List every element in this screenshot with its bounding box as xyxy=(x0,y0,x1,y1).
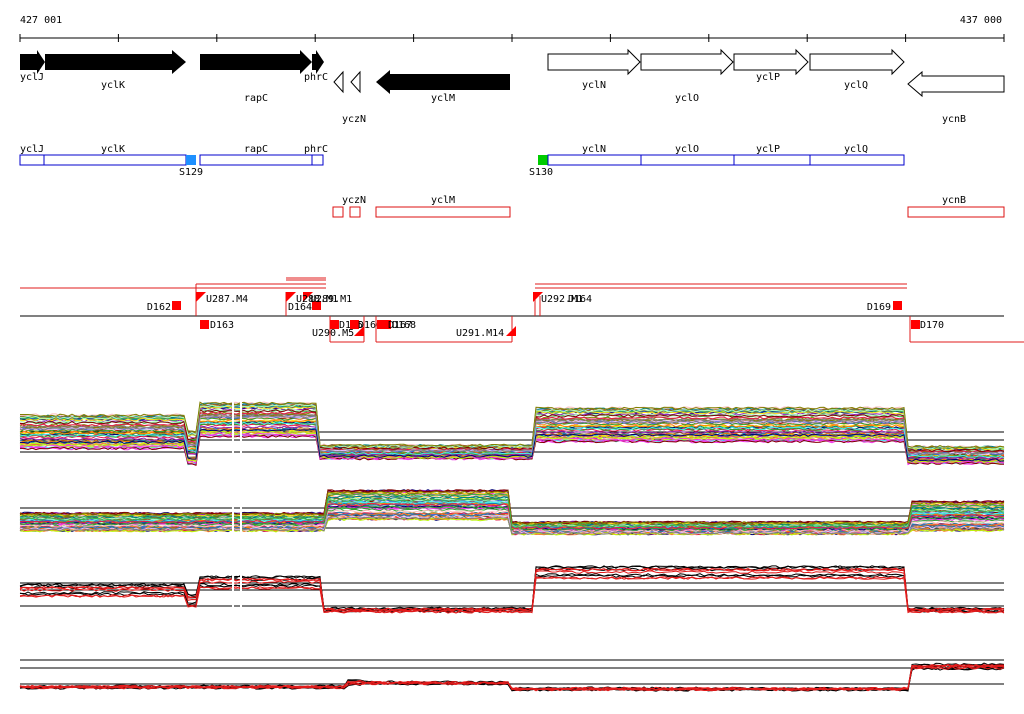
segment-label-D163: D163 xyxy=(210,320,234,331)
segment-flag-U290[interactable] xyxy=(354,326,364,336)
antisense-box-ycnB[interactable] xyxy=(907,206,1005,218)
antisense-label-yczN: yczN xyxy=(342,195,366,206)
gene-label-yclP: yclP xyxy=(756,72,780,83)
segment-flag-U288[interactable] xyxy=(286,292,296,302)
sense-label-yclN: yclN xyxy=(582,144,606,155)
segment-label-D164: D164 xyxy=(288,302,312,313)
segment-marker-D163[interactable] xyxy=(200,320,209,329)
sense-label-yclK: yclK xyxy=(101,144,125,155)
gene-label-yczN: yczN xyxy=(342,114,366,125)
antisense-transcript-track: yczN yclM ycnB xyxy=(332,195,1005,218)
ruler-end-label: 437 000 xyxy=(960,15,1002,26)
gene-arrow-yclP[interactable] xyxy=(733,48,809,76)
gene-arrow-yclQ[interactable] xyxy=(809,48,905,76)
gene-arrow-rapC[interactable] xyxy=(200,50,312,74)
gene-label-yclM: yclM xyxy=(431,93,455,104)
gene-label-yclO: yclO xyxy=(675,93,699,104)
gene-label-ycnB: ycnB xyxy=(942,114,966,125)
segment-label-U287: U287.M4 xyxy=(206,294,248,305)
gene-arrow-ycnB[interactable] xyxy=(907,70,1005,98)
sense-transcript-track: yclJ yclK rapC phrC yclN yclO yclP yclQ … xyxy=(19,144,905,178)
sense-box-yclN[interactable] xyxy=(547,154,642,166)
segment-label-U289: U289.M1 xyxy=(310,294,352,305)
segmentation-track: D162 U287.M4 D164 U288.M1 U289.M1 U292.M… xyxy=(20,277,1024,343)
gene-label-rapC: rapC xyxy=(244,93,268,104)
segment-marker-D164[interactable] xyxy=(312,301,321,310)
segment-label-D166: D166 xyxy=(358,320,382,331)
gene-arrow-phrC[interactable] xyxy=(312,50,324,74)
sense-box-yclP[interactable] xyxy=(733,154,811,166)
expression-panel-antisense-all[interactable] xyxy=(19,473,1005,543)
segment-marker-D162[interactable] xyxy=(172,301,181,310)
segment-label-D169: D169 xyxy=(867,302,891,313)
segment-flag-U287[interactable] xyxy=(196,292,206,302)
sense-box-yclQ[interactable] xyxy=(809,154,905,166)
coordinate-ruler: 427 001 437 000 xyxy=(19,15,1005,42)
segment-marker-D170[interactable] xyxy=(911,320,920,329)
ruler-start-label: 427 001 xyxy=(20,15,62,26)
gene-arrow-yclM[interactable] xyxy=(376,70,510,94)
segment-flag-U291[interactable] xyxy=(506,326,516,336)
segment-label-D164b: D164 xyxy=(568,294,592,305)
promoter-S129-marker[interactable] xyxy=(186,155,196,165)
sense-label-yclJ: yclJ xyxy=(20,144,44,155)
sense-box-yclK[interactable] xyxy=(43,154,187,166)
segment-label-U290: U290.M5 xyxy=(312,328,354,339)
gene-arrow-yclO[interactable] xyxy=(640,48,734,76)
segment-label-D170: D170 xyxy=(920,320,944,331)
sense-box-yclO[interactable] xyxy=(640,154,735,166)
gene-arrow-yclN[interactable] xyxy=(547,48,641,76)
gene-label-yclJ: yclJ xyxy=(20,72,44,83)
segment-marker-D169[interactable] xyxy=(893,301,902,310)
segment-label-U292: U292.M1 xyxy=(541,294,583,305)
segment-label-U288: U288.M1 xyxy=(296,294,338,305)
gene-label-yclK: yclK xyxy=(101,80,125,91)
expression-panels xyxy=(19,397,1005,692)
segment-label-D162: D162 xyxy=(147,302,171,313)
segment-marker-D165[interactable] xyxy=(330,320,339,329)
segment-flag-U289[interactable] xyxy=(303,292,313,302)
sense-label-phrC: phrC xyxy=(304,144,328,155)
expression-panel-sense-all[interactable] xyxy=(19,397,1005,467)
sense-box-yclJ[interactable] xyxy=(19,154,45,166)
gene-label-phrC: phrC xyxy=(304,72,328,83)
sense-box-phrC[interactable] xyxy=(311,154,324,166)
segment-label-U291: U291.M14 xyxy=(456,328,504,339)
segment-marker-D167[interactable] xyxy=(377,320,391,329)
segment-label-D168: D168 xyxy=(392,320,416,331)
antisense-box-yczN-2[interactable] xyxy=(349,206,361,218)
sense-label-yclO: yclO xyxy=(675,144,699,155)
sense-label-rapC: rapC xyxy=(244,144,268,155)
gene-arrow-yczN-2[interactable] xyxy=(350,70,361,94)
expression-panel-sense-tiling[interactable] xyxy=(19,548,1005,618)
gene-arrow-yczN-1[interactable] xyxy=(333,70,344,94)
segment-marker-D166[interactable] xyxy=(350,320,359,329)
antisense-label-ycnB: ycnB xyxy=(942,195,966,206)
expression-panel-antisense-tiling[interactable] xyxy=(19,659,1005,692)
gene-label-yclQ: yclQ xyxy=(844,80,868,91)
segment-flag-U292[interactable] xyxy=(533,292,543,302)
gene-arrows-track: yclJ yclK rapC phrC yczN yclM yclN yclO … xyxy=(20,48,1005,125)
gene-arrow-yclK[interactable] xyxy=(45,50,186,74)
gene-arrow-yclJ[interactable] xyxy=(20,50,45,74)
gene-label-yclN: yclN xyxy=(582,80,606,91)
antisense-label-yclM: yclM xyxy=(431,195,455,206)
promoter-S130-label: S130 xyxy=(529,167,553,178)
segment-label-D167: D167 xyxy=(388,320,412,331)
sense-label-yclQ: yclQ xyxy=(844,144,868,155)
sense-label-yclP: yclP xyxy=(756,144,780,155)
antisense-box-yczN-1[interactable] xyxy=(332,206,344,218)
antisense-box-yclM[interactable] xyxy=(375,206,511,218)
promoter-S130-marker[interactable] xyxy=(538,155,548,165)
promoter-S129-label: S129 xyxy=(179,167,203,178)
sense-box-rapC[interactable] xyxy=(199,154,313,166)
